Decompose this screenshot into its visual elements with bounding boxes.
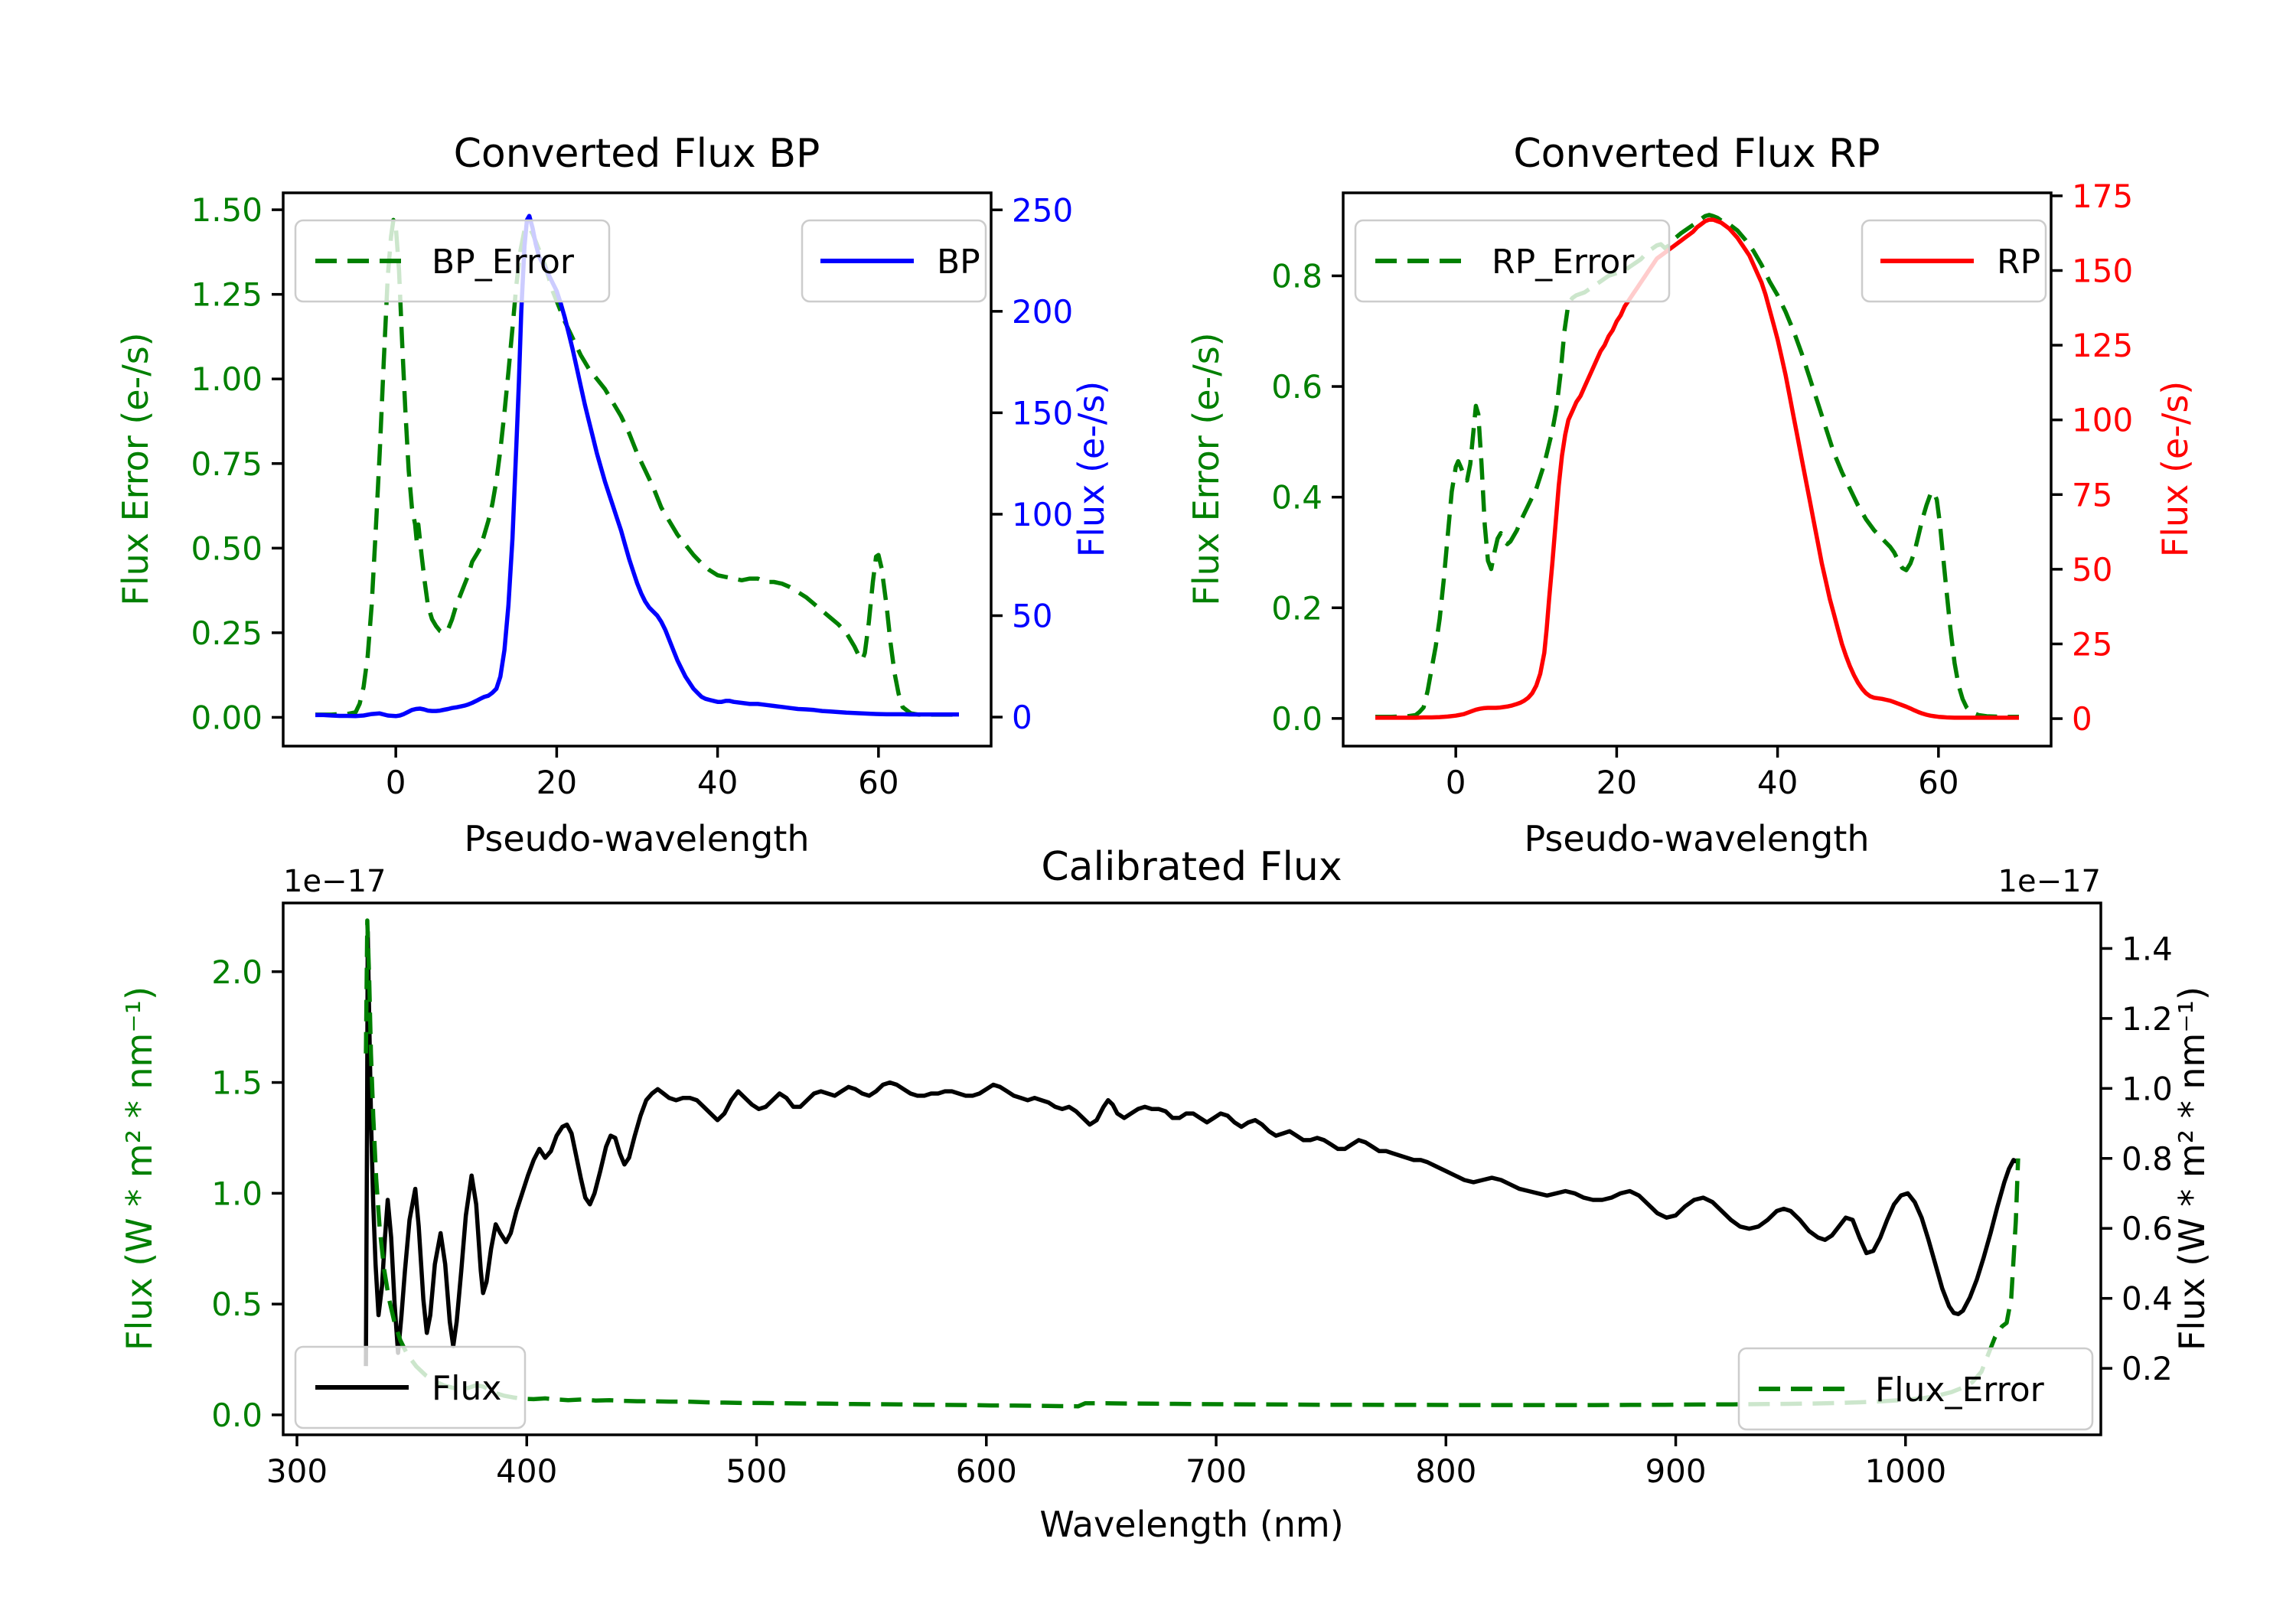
legend-label-flux: Flux bbox=[432, 1369, 501, 1408]
x-tick-label: 20 bbox=[1596, 764, 1637, 801]
y-tick-label-left: 1.00 bbox=[191, 360, 263, 398]
series-line-RP bbox=[1375, 217, 2019, 720]
legend-frame bbox=[1354, 219, 1671, 303]
y-axis-label-rp-left: Flux Error (e-/s) bbox=[1186, 332, 1227, 605]
legend-frame bbox=[1737, 1347, 2094, 1431]
y-tick-label-right: 150 bbox=[2072, 253, 2133, 290]
y-tick-label-right: 25 bbox=[2072, 625, 2112, 663]
y-tick-label-right: 50 bbox=[1012, 598, 1052, 635]
y-tick-label-left: 0.75 bbox=[191, 445, 263, 483]
y-tick-label-left: 0.0 bbox=[1271, 700, 1322, 738]
offset-text-left: 1e−17 bbox=[283, 864, 386, 899]
y-tick-label-left: 0.6 bbox=[1271, 368, 1322, 406]
y-tick-label-right: 1.4 bbox=[2122, 930, 2173, 967]
y-tick-label-right: 125 bbox=[2072, 327, 2133, 364]
x-axis-label-cal: Wavelength (nm) bbox=[1039, 1504, 1343, 1545]
x-tick-label: 700 bbox=[1186, 1452, 1247, 1490]
y-axis-label-cal-left: Flux (W * m² * nm⁻¹) bbox=[119, 986, 160, 1351]
y-axis-label-cal-right: Flux (W * m² * nm⁻¹) bbox=[2171, 986, 2213, 1351]
y-tick-label-left: 0.50 bbox=[191, 530, 263, 567]
chart-converted-flux-rp: 0 20 40 60 0.0 0.2 0.4 0.6 0.8 0 25 50 75 100 125 150 17… bbox=[1186, 131, 2196, 859]
axes-frame bbox=[282, 191, 993, 748]
legend-label-bp: BP bbox=[937, 243, 980, 282]
y-axis-label-bp-right: Flux (e-/s) bbox=[1071, 381, 1112, 558]
y-tick-label-right: 0 bbox=[2072, 700, 2092, 738]
legend-flux-error: Flux_Error bbox=[1737, 1347, 2094, 1431]
legend-rp: RP bbox=[1861, 219, 2047, 303]
y-tick-label-right: 1.2 bbox=[2122, 1000, 2173, 1038]
y-tick-label-right: 75 bbox=[2072, 476, 2112, 513]
y-tick-label-left: 0.4 bbox=[1271, 479, 1322, 517]
legend-bp: BP bbox=[801, 219, 987, 303]
x-tick-label: 400 bbox=[496, 1452, 557, 1490]
y-tick-label-right: 0.6 bbox=[2122, 1210, 2173, 1247]
y-tick-label-right: 100 bbox=[2072, 402, 2133, 439]
y-tick-label-right: 175 bbox=[2072, 178, 2133, 215]
y-tick-label-left: 1.5 bbox=[211, 1064, 263, 1102]
y-tick-label-right: 250 bbox=[1012, 191, 1073, 229]
chart-calibrated-flux: 300 400 500 600 700 800 900 1000 0.0 0.5 1.0 1.5 2.0… bbox=[119, 844, 2213, 1545]
x-tick-label: 300 bbox=[266, 1452, 328, 1490]
x-tick-label: 60 bbox=[1918, 764, 1958, 801]
y-tick-label-left: 0.25 bbox=[191, 614, 263, 652]
y-tick-label-right: 0.8 bbox=[2122, 1140, 2173, 1178]
legend-frame bbox=[294, 219, 611, 303]
legend-label-rp-error: RP_Error bbox=[1492, 243, 1635, 282]
y-axis-label-bp-left: Flux Error (e-/s) bbox=[115, 332, 156, 605]
y-tick-label-left: 2.0 bbox=[211, 953, 263, 991]
chart-title-rp: Converted Flux RP bbox=[1513, 131, 1880, 177]
y-tick-label-right: 200 bbox=[1012, 293, 1073, 331]
y-tick-label-left: 0.0 bbox=[211, 1397, 263, 1434]
y-tick-label-right: 0.4 bbox=[2122, 1280, 2173, 1318]
legend-frame bbox=[294, 1345, 527, 1429]
y-tick-label-left: 1.50 bbox=[191, 191, 263, 229]
series-line-Flux bbox=[364, 929, 2020, 1367]
x-tick-label: 0 bbox=[386, 764, 406, 801]
y-tick-label-right: 0.2 bbox=[2122, 1350, 2173, 1387]
y-tick-label-right: 1.0 bbox=[2122, 1070, 2173, 1107]
y-tick-label-right: 100 bbox=[1012, 496, 1073, 533]
x-tick-label: 40 bbox=[697, 764, 738, 801]
y-tick-label-right: 0 bbox=[1012, 699, 1032, 736]
chart-converted-flux-bp: 0 20 40 60 0.00 0.25 0.50 0.75 1.00 1.25 1.50 0 50 10… bbox=[115, 131, 1112, 859]
x-tick-label: 600 bbox=[956, 1452, 1017, 1490]
axes-frame bbox=[282, 901, 2102, 1436]
y-tick-label-left: 0.8 bbox=[1271, 257, 1322, 295]
y-tick-label-right: 150 bbox=[1012, 394, 1073, 432]
y-tick-label-left: 0.5 bbox=[211, 1286, 263, 1323]
legend-label-flux-error: Flux_Error bbox=[1875, 1371, 2045, 1410]
x-axis-label-rp: Pseudo-wavelength bbox=[1524, 818, 1869, 859]
legend-label-bp-error: BP_Error bbox=[432, 243, 575, 282]
chart-title-cal: Calibrated Flux bbox=[1041, 844, 1342, 890]
y-axis-label-rp-right: Flux (e-/s) bbox=[2154, 381, 2196, 558]
y-tick-label-left: 1.25 bbox=[191, 276, 263, 314]
series-line-BP bbox=[315, 214, 959, 719]
x-tick-label: 900 bbox=[1645, 1452, 1706, 1490]
legend-bp-error: BP_Error bbox=[294, 219, 611, 303]
y-tick-label-left: 1.0 bbox=[211, 1175, 263, 1212]
legend-rp-error: RP_Error bbox=[1354, 219, 1671, 303]
x-tick-label: 1000 bbox=[1864, 1452, 1946, 1490]
offset-text-right: 1e−17 bbox=[1998, 864, 2101, 899]
x-tick-label: 60 bbox=[858, 764, 899, 801]
chart-title-bp: Converted Flux BP bbox=[454, 131, 820, 177]
x-tick-label: 800 bbox=[1415, 1452, 1476, 1490]
axes-frame bbox=[1342, 191, 2053, 748]
legend-flux: Flux bbox=[294, 1345, 527, 1429]
y-tick-label-left: 0.2 bbox=[1271, 589, 1322, 627]
plot-area-cal: 300 400 500 600 700 800 900 1000 0.0 0.5 1.0 1.5 2.0… bbox=[211, 901, 2173, 1490]
y-tick-label-right: 50 bbox=[2072, 551, 2112, 588]
x-tick-label: 0 bbox=[1446, 764, 1466, 801]
x-axis-label-bp: Pseudo-wavelength bbox=[464, 818, 809, 859]
x-tick-label: 40 bbox=[1757, 764, 1798, 801]
legend-label-rp: RP bbox=[1997, 243, 2040, 282]
y-tick-label-left: 0.00 bbox=[191, 699, 263, 736]
x-tick-label: 20 bbox=[536, 764, 577, 801]
x-tick-label: 500 bbox=[726, 1452, 787, 1490]
